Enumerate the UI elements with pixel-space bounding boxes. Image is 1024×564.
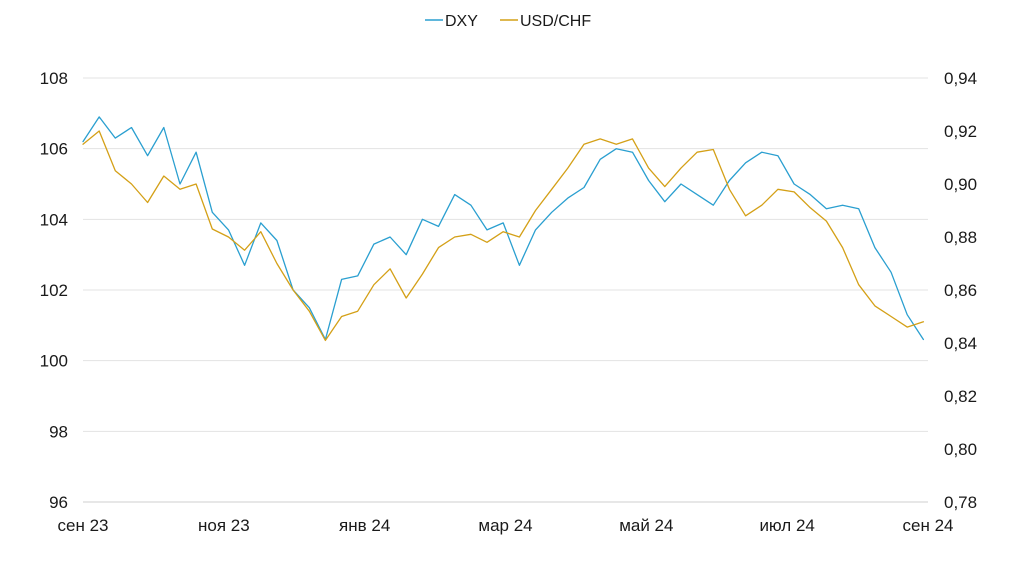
y-right-tick-label: 0,82	[944, 387, 977, 406]
y-right-tick-label: 0,92	[944, 122, 977, 141]
gridlines	[83, 77, 928, 503]
y-right-tick-label: 0,86	[944, 281, 977, 300]
y-left-tick-label: 100	[40, 352, 68, 371]
y-right-tick-label: 0,78	[944, 493, 977, 512]
y-right-tick-label: 0,84	[944, 334, 977, 353]
y-left-tick-label: 106	[40, 140, 68, 159]
x-axis: сен 23 ноя 23 янв 24 мар 24 май 24 июл 24 сен …	[58, 516, 954, 535]
y-left-tick-label: 102	[40, 281, 68, 300]
y-left-tick-label: 96	[49, 493, 68, 512]
y-left-tick-label: 108	[40, 69, 68, 88]
x-tick-label: май 24	[619, 516, 673, 535]
x-tick-label: сен 23	[58, 516, 109, 535]
y-axis-left: 96 98 100 102 104 106 108	[40, 69, 68, 512]
x-tick-label: янв 24	[339, 516, 390, 535]
y-axis-right: 0,78 0,80 0,82 0,84 0,86 0,88 0,90 0,92 0,94	[944, 69, 977, 512]
legend: DXY USD/CHF	[425, 13, 591, 30]
series-line-usd-chf	[82, 130, 925, 342]
x-tick-label: мар 24	[478, 516, 532, 535]
y-left-tick-label: 98	[49, 422, 68, 441]
x-tick-label: июл 24	[759, 516, 814, 535]
series-line-dxy	[82, 116, 925, 341]
y-right-tick-label: 0,80	[944, 440, 977, 459]
y-right-tick-label: 0,94	[944, 69, 977, 88]
y-right-tick-label: 0,90	[944, 175, 977, 194]
legend-label: DXY	[445, 13, 478, 30]
y-left-tick-label: 104	[40, 210, 68, 229]
legend-label: USD/CHF	[520, 13, 591, 30]
y-right-tick-label: 0,88	[944, 228, 977, 247]
x-tick-label: сен 24	[903, 516, 954, 535]
x-tick-label: ноя 23	[198, 516, 250, 535]
series-lines	[82, 116, 925, 342]
